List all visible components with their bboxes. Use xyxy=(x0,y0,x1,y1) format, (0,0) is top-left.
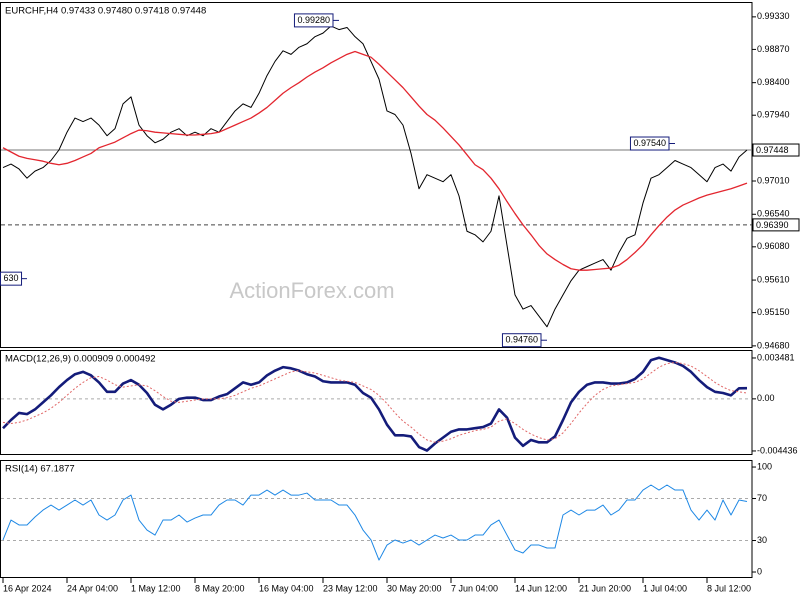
y-tick-label: -0.004436 xyxy=(757,445,798,455)
y-tick-label: 0.00 xyxy=(757,393,775,403)
x-tick-label: 21 Jun 20:00 xyxy=(579,583,631,593)
annotation-label: 0.97540 xyxy=(633,138,666,148)
x-tick-label: 23 May 12:00 xyxy=(323,583,378,593)
price-tag xyxy=(752,218,800,232)
x-tick-label: 16 Apr 2024 xyxy=(3,583,52,593)
y-tick-label: 70 xyxy=(757,493,767,503)
y-tick-label: 30 xyxy=(757,535,767,545)
series-line xyxy=(2,50,748,271)
y-tick-label: 0.97940 xyxy=(757,110,790,120)
y-tick-label: 0.96080 xyxy=(757,241,790,251)
series-line xyxy=(2,25,748,328)
x-tick-label: 8 May 20:00 xyxy=(195,583,245,593)
series-line xyxy=(2,361,748,443)
y-tick-label: 100 xyxy=(757,461,772,471)
x-tick-label: 16 May 04:00 xyxy=(259,583,314,593)
price-tag-label: 0.96390 xyxy=(756,220,789,230)
y-tick-label: 0.003481 xyxy=(757,352,795,362)
y-tick-label: 0.96540 xyxy=(757,209,790,219)
x-tick-label: 30 May 20:00 xyxy=(387,583,442,593)
panel-title: MACD(12,26,9) 0.000909 0.000492 xyxy=(5,354,156,365)
price-tag-label: 0.97448 xyxy=(756,145,789,155)
y-tick-label: 0.95610 xyxy=(757,274,790,284)
x-tick-label: 1 Jul 04:00 xyxy=(643,583,687,593)
series-line xyxy=(2,356,748,452)
annotation-label: 0.94760 xyxy=(505,335,538,345)
annotation-label: 630 xyxy=(4,273,19,283)
watermark: ActionForex.com xyxy=(229,278,394,303)
y-tick-label: 0.98870 xyxy=(757,44,790,54)
x-tick-label: 24 Apr 04:00 xyxy=(67,583,118,593)
panel-title: EURCHF,H4 0.97433 0.97480 0.97418 0.9744… xyxy=(5,6,206,17)
y-tick-label: 0.99330 xyxy=(757,11,790,21)
y-tick-label: 0.95150 xyxy=(757,307,790,317)
x-tick-label: 7 Jun 04:00 xyxy=(451,583,498,593)
panel-title: RSI(14) 67.1877 xyxy=(5,464,75,475)
series-line xyxy=(2,484,748,561)
y-tick-label: 0 xyxy=(757,566,762,576)
annotation-label: 0.99280 xyxy=(297,15,330,25)
y-tick-label: 0.94680 xyxy=(757,340,790,350)
x-tick-label: 14 Jun 12:00 xyxy=(515,583,567,593)
y-tick-label: 0.97010 xyxy=(757,175,790,185)
x-tick-label: 8 Jul 12:00 xyxy=(707,583,751,593)
panel-frame xyxy=(0,350,753,455)
y-tick-label: 0.98400 xyxy=(757,77,790,87)
panel-frame xyxy=(0,460,753,578)
x-tick-label: 1 May 12:00 xyxy=(131,583,181,593)
price-tag xyxy=(752,143,800,157)
panel-frame xyxy=(0,2,753,348)
